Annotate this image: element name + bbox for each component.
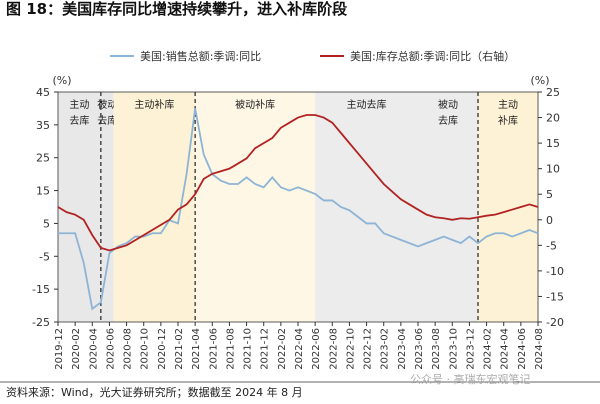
x-tick-label: 2021-10	[243, 328, 254, 370]
x-tick-label: 2019-12	[54, 328, 65, 370]
phase-shade	[315, 92, 418, 322]
phase-label: 主动	[69, 99, 89, 111]
x-tick-label: 2022-10	[345, 328, 356, 370]
y2-tick-label: 10	[546, 163, 560, 176]
x-tick-label: 2021-12	[260, 328, 271, 370]
x-tick-label: 2021-06	[208, 328, 219, 370]
y-tick-label: 45	[36, 86, 50, 99]
phase-label: 去库	[97, 114, 117, 127]
y2-tick-label: -20	[546, 316, 564, 329]
series-line	[57, 114, 539, 252]
y2-tick-label: -10	[546, 265, 564, 278]
x-tick-label: 2022-04	[294, 328, 305, 370]
y-tick-label: 15	[36, 185, 50, 198]
y-tick-label: 25	[36, 152, 50, 165]
series-line	[58, 108, 539, 311]
x-tick-label: 2020-10	[140, 328, 151, 370]
x-tick-label: 2020-08	[123, 328, 134, 370]
x-tick-label: 2024-04	[500, 328, 511, 370]
phase-label: 主动去库	[347, 98, 387, 111]
y2-axis-label: (%)	[530, 74, 549, 87]
y-tick-label: -25	[32, 316, 50, 329]
x-tick-label: 2022-06	[311, 328, 322, 370]
source: 资料来源：Wind，光大证券研究所；数据截至 2024 年 8 月	[6, 385, 303, 399]
y-tick-label: -5	[39, 250, 50, 263]
phase-shade	[478, 92, 538, 322]
y-tick-label: 35	[36, 119, 50, 132]
x-tick-label: 2020-04	[88, 328, 99, 370]
y2-tick-label: 0	[546, 214, 553, 227]
x-tick-label: 2024-08	[534, 328, 545, 370]
x-tick-label: 2023-12	[465, 328, 476, 370]
x-tick-label: 2023-04	[397, 328, 408, 370]
x-tick-label: 2020-12	[157, 328, 168, 370]
y2-tick-label: 5	[546, 188, 553, 201]
x-tick-label: 2024-02	[483, 328, 494, 370]
phase-label: 去库	[438, 114, 458, 127]
phase-shade	[100, 92, 114, 322]
chart-title: 图 18：美国库存同比增速持续攀升，进入补库阶段	[6, 0, 347, 18]
x-tick-label: 2023-10	[448, 328, 459, 370]
y2-tick-label: 25	[546, 86, 560, 99]
legend-label: 美国:库存总额:季调:同比（右轴）	[350, 49, 515, 63]
watermark: 公众号 · 高瑞东宏观笔记	[410, 372, 531, 386]
phase-label: 被动	[438, 98, 458, 111]
x-tick-label: 2021-08	[225, 328, 236, 370]
y2-tick-label: 15	[546, 137, 560, 150]
phase-shade	[58, 92, 101, 322]
legend-label: 美国:销售总额:季调:同比	[140, 49, 261, 63]
phase-label: 被动	[97, 98, 117, 111]
y-tick-label: 5	[43, 217, 50, 230]
x-tick-label: 2020-02	[71, 328, 82, 370]
phase-label: 被动补库	[235, 98, 275, 111]
y-tick-label: -15	[32, 283, 50, 296]
phase-label: 主动补库	[134, 98, 174, 111]
y2-tick-label: -5	[546, 239, 557, 252]
x-tick-label: 2023-06	[414, 328, 425, 370]
x-tick-label: 2021-02	[174, 328, 185, 370]
x-tick-label: 2022-02	[277, 328, 288, 370]
x-tick-label: 2024-06	[517, 328, 528, 370]
phase-label: 补库	[498, 114, 518, 127]
phase-shade	[195, 92, 316, 322]
phase-shade	[418, 92, 478, 322]
x-tick-label: 2022-08	[328, 328, 339, 370]
y2-tick-label: 20	[546, 112, 560, 125]
y-axis-label: (%)	[52, 74, 71, 87]
x-tick-label: 2021-04	[191, 328, 202, 370]
phase-label: 主动	[498, 99, 518, 111]
x-tick-label: 2020-06	[105, 328, 116, 370]
y2-tick-label: -15	[546, 290, 564, 303]
x-tick-label: 2023-08	[431, 328, 442, 370]
phase-label: 去库	[69, 114, 89, 127]
x-tick-label: 2022-12	[363, 328, 374, 370]
x-tick-label: 2023-02	[380, 328, 391, 370]
